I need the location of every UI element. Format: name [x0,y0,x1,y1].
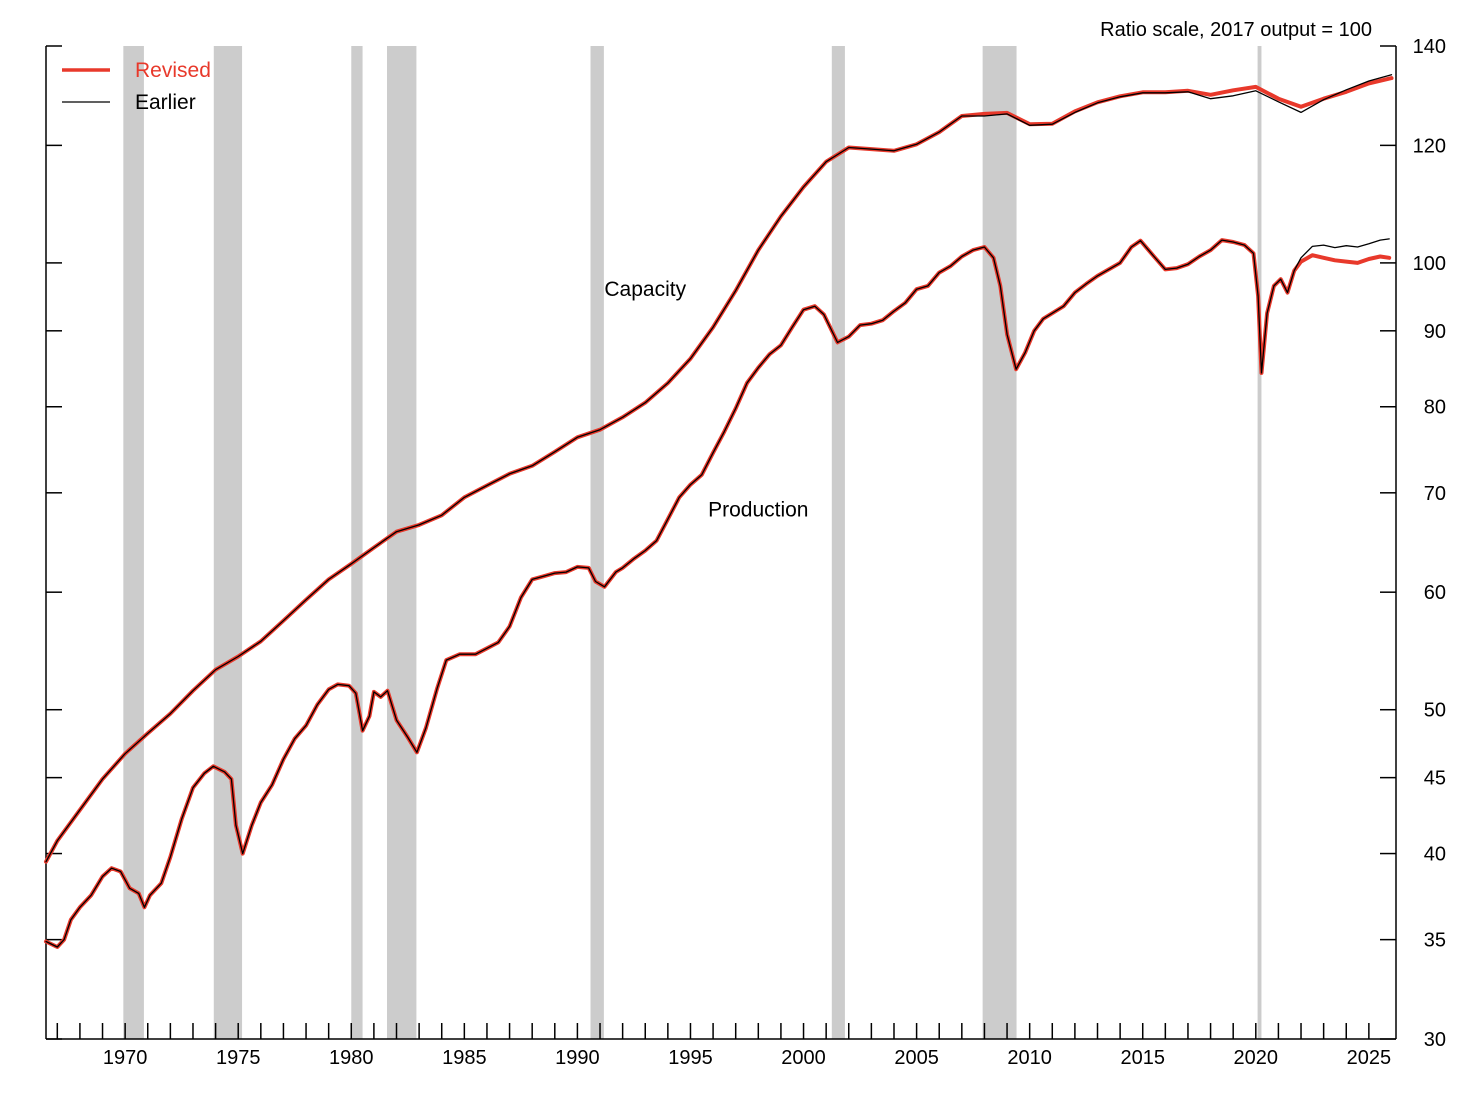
y-tick-label: 100 [1413,253,1446,275]
recession-band [387,46,417,1039]
y-tick-label: 35 [1424,930,1446,952]
y-tick-label: 45 [1424,768,1446,790]
capacity-revised-line [44,76,1394,864]
recession-band [213,46,243,1039]
y-tick-label: 30 [1424,1029,1446,1051]
production-revised-line [44,238,1392,949]
recession-band [123,46,144,1039]
legend-label: Earlier [135,91,196,114]
recession-bands [123,46,1262,1039]
x-tick-label: 2005 [894,1047,939,1069]
scale-note: Ratio scale, 2017 output = 100 [1100,19,1372,41]
x-tick-label: 1985 [442,1047,487,1069]
x-tick-label: 2015 [1120,1047,1165,1069]
recession-band [351,46,363,1039]
legend-label: Revised [135,59,211,82]
x-tick-label: 1970 [103,1047,148,1069]
series-lines [44,74,1394,949]
annotation-label: Production [708,498,808,521]
recession-band [831,46,845,1039]
y-tick-label: 90 [1424,321,1446,343]
axes: 30 35 40 45 50 60 70 80 90 100 120 140 1970 1975 1980 1… [45,36,1446,1069]
x-tick-label: 1990 [555,1047,600,1069]
x-tick-label: 2020 [1234,1047,1279,1069]
y-tick-label: 80 [1424,397,1446,419]
x-tick-label: 1995 [668,1047,713,1069]
x-tick-label: 2010 [1007,1047,1052,1069]
y-tick-label: 70 [1424,483,1446,505]
annotation-label: Capacity [604,278,686,301]
x-tick-label: 2000 [781,1047,826,1069]
annotations: Capacity Production [604,278,808,521]
y-tick-label: 140 [1413,36,1446,58]
x-tick-label: 1980 [329,1047,374,1069]
y-tick-label: 40 [1424,844,1446,866]
y-tick-label: 50 [1424,700,1446,722]
x-tick-label: 1975 [216,1047,261,1069]
recession-band [982,46,1017,1039]
recession-band [1257,46,1262,1039]
y-tick-label: 60 [1424,582,1446,604]
legend: Revised Earlier [62,59,211,114]
y-tick-label: 120 [1413,135,1446,157]
x-tick-label: 2025 [1347,1047,1392,1069]
production-earlier-line [45,238,1390,948]
recession-band [590,46,604,1039]
capacity-earlier-line [45,74,1393,863]
